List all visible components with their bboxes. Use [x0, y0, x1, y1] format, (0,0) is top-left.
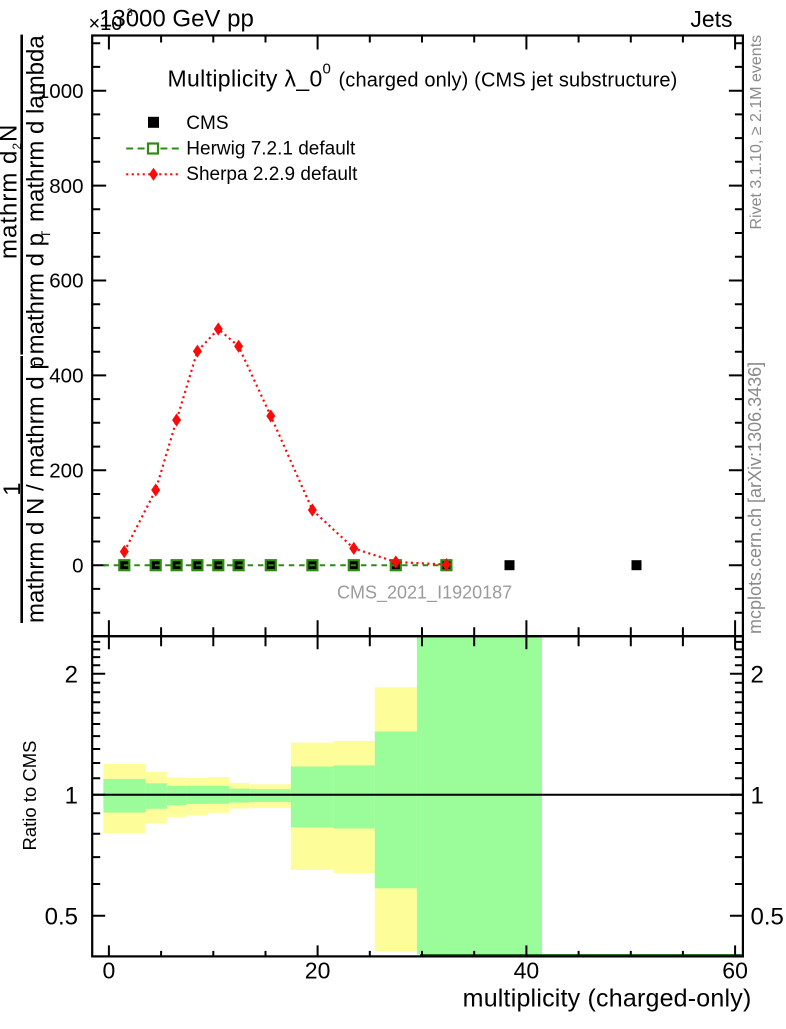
- svg-text:600: 600: [49, 270, 83, 293]
- svg-text:Rivet 3.1.10, ≥ 2.1M events: Rivet 3.1.10, ≥ 2.1M events: [748, 35, 765, 230]
- svg-text:mcplots.cern.ch [arXiv:1306.34: mcplots.cern.ch [arXiv:1306.3436]: [745, 362, 765, 634]
- svg-text:400: 400: [49, 365, 83, 388]
- svg-text:0.5: 0.5: [45, 903, 78, 930]
- svg-text:multiplicity (charged-only): multiplicity (charged-only): [463, 985, 752, 1013]
- svg-text:200: 200: [49, 460, 83, 483]
- svg-text:1: 1: [0, 482, 26, 495]
- svg-text:×10: ×10: [89, 13, 123, 35]
- svg-text:Multiplicity λ_0: Multiplicity λ_0: [168, 66, 323, 92]
- svg-text:1000: 1000: [38, 80, 84, 103]
- svg-text:Ratio to CMS: Ratio to CMS: [19, 740, 40, 850]
- svg-text:0.5: 0.5: [751, 903, 784, 930]
- svg-text:Herwig 7.2.1 default: Herwig 7.2.1 default: [186, 139, 356, 160]
- svg-text:3: 3: [127, 7, 133, 19]
- svg-text:2: 2: [65, 661, 78, 688]
- svg-text:20: 20: [305, 958, 331, 984]
- svg-text:1: 1: [65, 783, 78, 810]
- svg-text:(charged only) (CMS jet substr: (charged only) (CMS jet substructure): [339, 70, 678, 92]
- svg-text:mathrm d pT mathrm d lambda: mathrm d pT mathrm d lambda: [23, 35, 54, 355]
- svg-text:0: 0: [103, 958, 116, 984]
- svg-text:CMS_2021_I1920187: CMS_2021_I1920187: [337, 583, 512, 604]
- svg-text:40: 40: [514, 958, 540, 984]
- svg-text:Jets: Jets: [690, 6, 732, 32]
- svg-text:800: 800: [49, 175, 83, 198]
- svg-text:CMS: CMS: [186, 113, 228, 134]
- svg-text:60: 60: [722, 958, 748, 984]
- svg-text:1: 1: [751, 783, 764, 810]
- svg-text:2: 2: [751, 661, 764, 688]
- svg-text:0: 0: [72, 554, 83, 577]
- svg-text:13000 GeV pp: 13000 GeV pp: [99, 6, 254, 33]
- svg-text:Sherpa 2.2.9 default: Sherpa 2.2.9 default: [186, 164, 358, 185]
- svg-text:mathrm d N / mathrm d pT: mathrm d N / mathrm d pT: [23, 356, 50, 623]
- svg-text:0: 0: [323, 61, 331, 78]
